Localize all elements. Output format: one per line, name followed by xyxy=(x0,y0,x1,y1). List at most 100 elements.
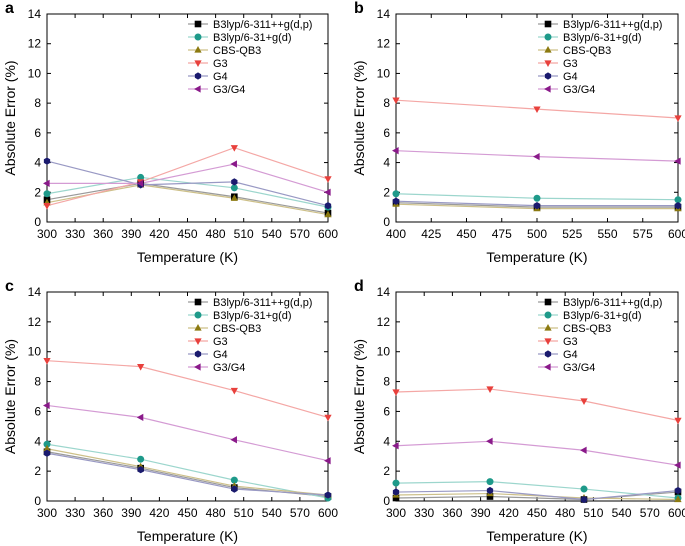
x-tick-label: 390 xyxy=(121,506,141,520)
x-tick-label: 420 xyxy=(499,506,519,520)
data-point xyxy=(136,179,144,188)
legend-marker xyxy=(544,338,552,345)
legend-label: G3 xyxy=(213,336,228,348)
legend-marker xyxy=(194,20,202,28)
y-tick-label: 4 xyxy=(383,434,390,448)
y-tick-label: 6 xyxy=(34,126,41,140)
legend-label: G3 xyxy=(563,336,578,348)
data-point xyxy=(230,145,238,152)
x-tick-label: 510 xyxy=(234,506,254,520)
x-tick-label: 575 xyxy=(633,227,653,241)
series-markers-B3lyp/6-31+g(d) xyxy=(392,190,682,204)
x-axis-label: Temperature (K) xyxy=(486,249,587,265)
series-line xyxy=(395,492,679,501)
series-line xyxy=(46,182,329,214)
data-point xyxy=(533,152,540,161)
series-G4 xyxy=(395,489,679,501)
x-tick-label: 570 xyxy=(640,506,660,520)
legend-label: G3 xyxy=(563,58,578,70)
legend-marker xyxy=(544,363,551,371)
plot-frame xyxy=(395,13,679,223)
series-line xyxy=(46,360,329,418)
data-point xyxy=(43,358,51,365)
y-tick-label: 0 xyxy=(34,494,41,508)
y-axis-label: Absolute Error (%) xyxy=(351,60,367,175)
legend-label: B3lyp/6-31+g(d) xyxy=(563,310,642,322)
legend-marker xyxy=(194,298,202,306)
data-point xyxy=(43,449,51,457)
series-G3/G4 xyxy=(47,163,329,193)
data-point xyxy=(674,495,682,503)
chart-panel-c: 300 330 360 390 420 450 480 510 540 570 600 0 2 4 6 8 10… xyxy=(2,278,338,544)
data-point xyxy=(580,398,588,405)
series-markers-G4 xyxy=(392,197,682,210)
legend-marker xyxy=(544,20,552,28)
data-point xyxy=(533,194,541,202)
plot-frame xyxy=(395,291,679,502)
y-axis-label: Absolute Error (%) xyxy=(2,339,18,454)
series-line xyxy=(47,163,329,193)
series-markers-G3/G4 xyxy=(43,160,331,196)
data-point xyxy=(230,194,238,201)
data-point xyxy=(392,442,399,450)
legend-marker xyxy=(194,363,201,371)
legend-marker xyxy=(194,324,202,331)
data-point xyxy=(230,436,237,444)
x-tick-label: 570 xyxy=(290,506,310,520)
data-point xyxy=(392,479,400,487)
y-tick-label: 4 xyxy=(34,156,41,170)
series-G3/G4 xyxy=(395,440,679,466)
series-G3/G4 xyxy=(46,404,329,462)
x-tick-label: 540 xyxy=(262,506,282,520)
y-tick-label: 2 xyxy=(34,185,41,199)
legend-marker xyxy=(544,324,552,331)
legend-label: G4 xyxy=(213,349,228,361)
series-markers-G4 xyxy=(43,449,332,499)
series-line xyxy=(46,147,329,207)
y-tick-label: 12 xyxy=(28,315,42,329)
panel-label: c xyxy=(5,278,14,295)
legend-label: B3lyp/6-31+g(d) xyxy=(213,32,292,44)
y-tick-label: 10 xyxy=(28,345,42,359)
series-B3lyp/6-311++g(d,p) xyxy=(46,182,329,214)
data-point xyxy=(136,413,144,422)
series-markers-G3/G4 xyxy=(392,437,681,469)
data-point xyxy=(580,446,587,454)
x-tick-label: 525 xyxy=(562,227,582,241)
y-tick-label: 12 xyxy=(28,37,42,51)
x-tick-label: 360 xyxy=(442,506,462,520)
data-point xyxy=(137,455,145,463)
x-tick-label: 480 xyxy=(206,506,226,520)
series-line xyxy=(46,452,329,496)
legend-marker xyxy=(194,33,202,41)
y-tick-label: 8 xyxy=(34,96,41,110)
y-tick-label: 6 xyxy=(383,126,390,140)
data-point xyxy=(580,495,588,504)
legend: B3lyp/6-311++g(d,p)B3lyp/6-31+g(d)CBS-QB… xyxy=(538,19,662,96)
data-point xyxy=(486,486,494,495)
legend-label: B3lyp/6-31+g(d) xyxy=(213,310,292,322)
panel-label: a xyxy=(5,0,14,17)
data-point xyxy=(230,476,238,484)
y-tick-label: 0 xyxy=(34,215,41,229)
chart-panel-a: 300 330 360 390 420 450 480 510 540 570 600 0 2 4 6 8 10… xyxy=(2,0,338,265)
data-point xyxy=(392,190,400,198)
y-tick-label: 2 xyxy=(383,185,390,199)
series-line xyxy=(46,184,329,216)
legend-marker xyxy=(194,72,202,80)
x-tick-label: 480 xyxy=(206,227,226,241)
series-G4 xyxy=(46,452,329,496)
data-point xyxy=(324,188,331,196)
x-tick-label: 425 xyxy=(421,227,441,241)
y-tick-label: 6 xyxy=(34,404,41,418)
data-point xyxy=(43,157,51,165)
x-axis-label: Temperature (K) xyxy=(137,528,238,544)
legend-label: B3lyp/6-311++g(d,p) xyxy=(213,297,312,309)
x-tick-label: 540 xyxy=(612,506,632,520)
x-tick-label: 510 xyxy=(583,506,603,520)
legend-marker xyxy=(194,311,202,319)
y-tick-label: 14 xyxy=(377,7,391,21)
series-markers-G4 xyxy=(43,157,332,210)
legend-marker xyxy=(544,350,552,358)
